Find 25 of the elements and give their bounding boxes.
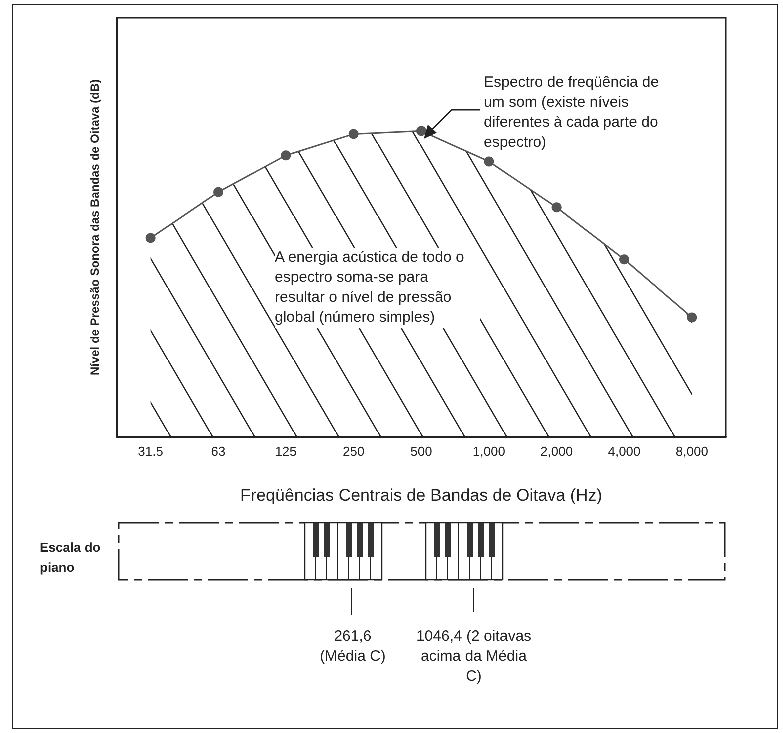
x-tick-label: 1,000 xyxy=(472,444,506,459)
x-tick-label: 63 xyxy=(211,444,226,459)
annotation: A energia acústica de todo o espectro soma-se para resultar o nível de pressão global (número simples) xyxy=(275,248,480,328)
x-tick-label: 4,000 xyxy=(608,444,641,459)
x-tick-label: 8,000 xyxy=(676,444,708,459)
text: Escala do piano xyxy=(40,539,102,577)
point xyxy=(214,187,224,198)
x-tick-label: 500 xyxy=(410,444,432,459)
point xyxy=(484,156,494,167)
point xyxy=(281,150,292,161)
x-tick-label: 2,000 xyxy=(540,444,574,459)
text: 261,6 (Média C) xyxy=(319,627,387,667)
x-tick-label: 31.5 xyxy=(138,444,164,459)
y-axis-title: Nível de Pressão Sonora das Bandas de Oitava (dB) xyxy=(88,79,102,376)
point xyxy=(416,126,426,136)
point xyxy=(687,312,698,323)
x-axis-title: Freqüências Centrais de Bandas de Oitava (Hz) xyxy=(240,486,602,505)
x-tick-label: 250 xyxy=(342,444,365,459)
annotation: Espectro de freqüência de um som (existe níveis diferentes à cada parte do espectro) xyxy=(484,73,679,153)
x-tick-label: 125 xyxy=(275,444,298,459)
point xyxy=(348,129,359,140)
text: 1046,4 (2 oitavas acima da Média C) xyxy=(416,627,532,687)
point xyxy=(552,202,562,213)
point xyxy=(146,233,156,244)
point xyxy=(620,254,630,265)
